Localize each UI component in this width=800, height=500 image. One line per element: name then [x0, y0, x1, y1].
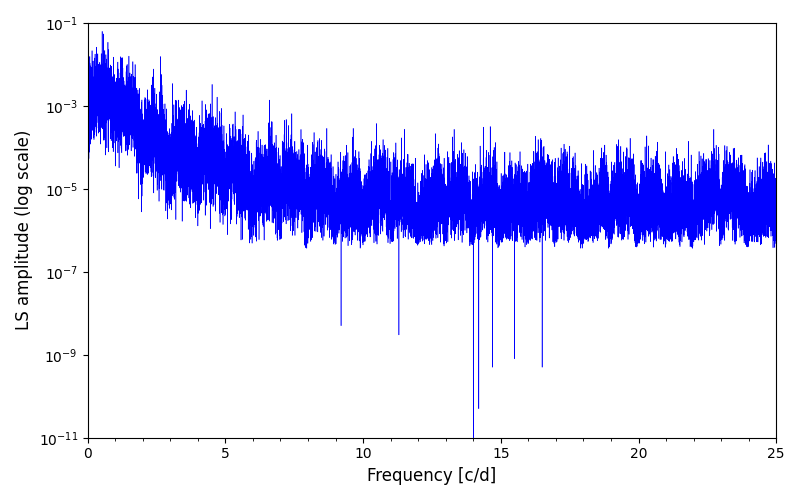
- Y-axis label: LS amplitude (log scale): LS amplitude (log scale): [15, 130, 33, 330]
- X-axis label: Frequency [c/d]: Frequency [c/d]: [367, 467, 497, 485]
